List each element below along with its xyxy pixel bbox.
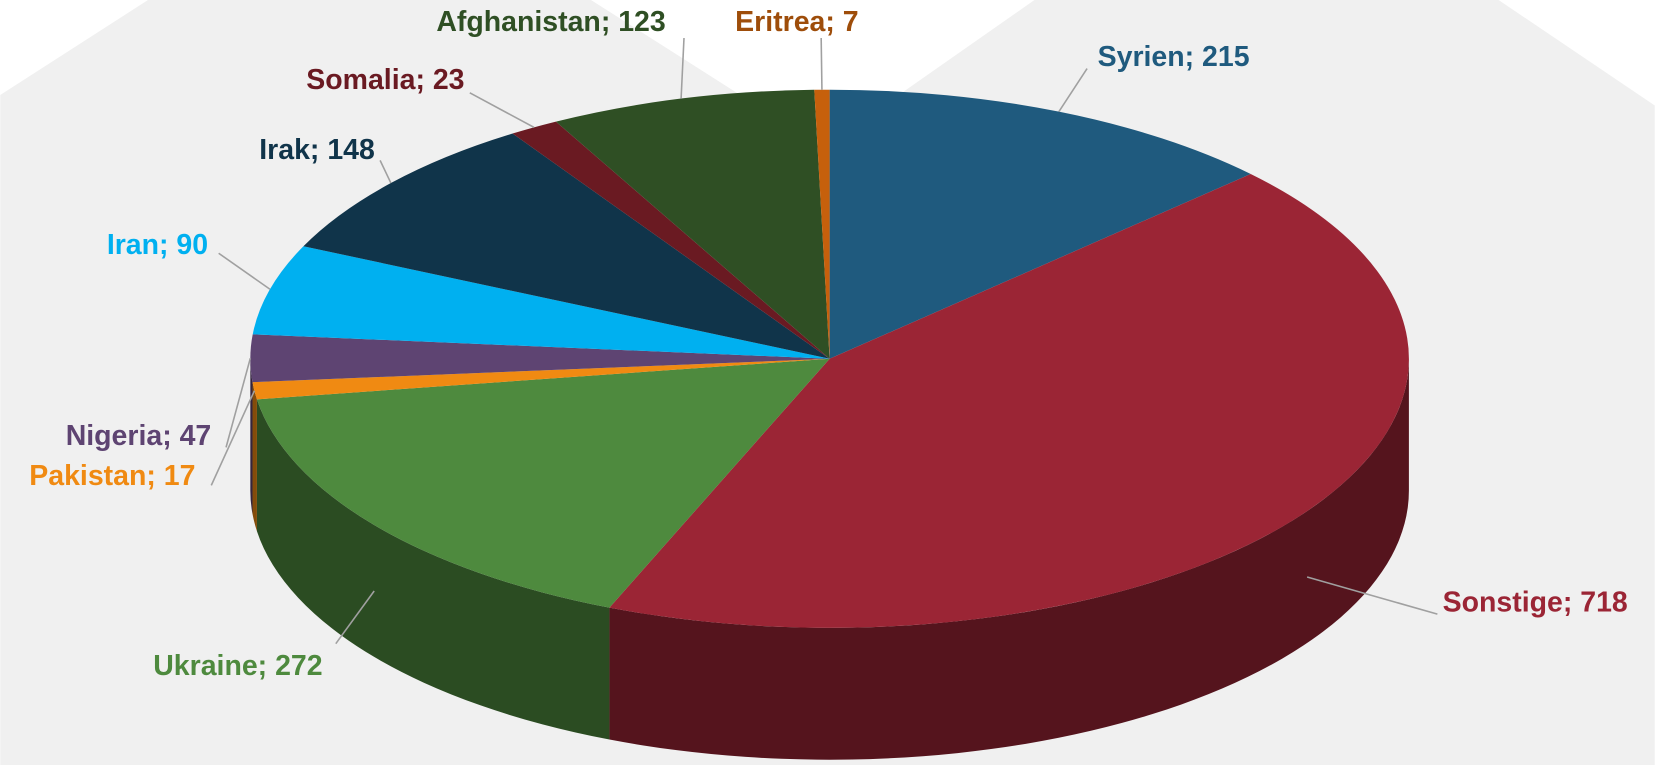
label-value: 215 (1202, 41, 1250, 73)
data-label: Nigeria; 47 (66, 419, 212, 451)
slice (252, 358, 830, 400)
label-name: Iran (107, 228, 159, 260)
label-separator: ; (159, 228, 176, 260)
label-separator: ; (310, 133, 327, 165)
leader-line (335, 590, 375, 645)
data-label: Afghanistan; 123 (436, 6, 665, 38)
leader-line (820, 37, 823, 90)
label-value: 17 (164, 459, 196, 491)
label-name: Sonstige (1443, 586, 1563, 618)
label-name: Somalia (306, 64, 416, 96)
label-value: 272 (275, 649, 322, 681)
label-separator: ; (146, 459, 163, 491)
leader-line (210, 390, 256, 486)
label-value: 123 (618, 6, 666, 38)
data-label: Sonstige; 718 (1443, 586, 1628, 618)
label-name: Irak (259, 133, 310, 165)
label-name: Afghanistan (436, 6, 600, 38)
label-separator: ; (1563, 586, 1580, 618)
slice-side (252, 382, 257, 532)
leader-line (469, 92, 535, 129)
leader-line (1058, 68, 1088, 113)
data-label: Syrien; 215 (1098, 41, 1250, 73)
leader-line (680, 37, 685, 99)
data-label: Iran; 90 (107, 228, 208, 260)
slice (250, 334, 830, 383)
data-label: Eritrea; 7 (735, 6, 858, 38)
label-value: 718 (1580, 586, 1628, 618)
slice (609, 173, 1409, 628)
leader-line (218, 252, 271, 290)
label-name: Syrien (1098, 41, 1185, 73)
leader-line (225, 358, 252, 448)
slice (814, 89, 830, 359)
leader-line (1306, 576, 1438, 615)
data-label: Somalia; 23 (306, 64, 464, 96)
label-value: 148 (327, 133, 374, 165)
leader-line (379, 160, 392, 184)
label-separator: ; (601, 6, 618, 38)
label-separator: ; (258, 649, 275, 681)
label-name: Nigeria (66, 419, 164, 451)
label-value: 47 (180, 419, 212, 451)
data-label: Pakistan; 17 (29, 459, 195, 491)
slice-side (609, 358, 1409, 760)
label-separator: ; (415, 64, 432, 96)
slice-side (256, 399, 610, 740)
label-value: 90 (176, 228, 208, 260)
slice (303, 133, 830, 359)
label-separator: ; (1185, 41, 1202, 73)
slice-side (250, 358, 253, 515)
data-label: Irak; 148 (259, 133, 375, 165)
slice (256, 358, 830, 608)
label-name: Eritrea (735, 6, 826, 38)
label-value: 7 (843, 6, 859, 38)
slice (512, 121, 830, 359)
label-separator: ; (162, 419, 179, 451)
slice (252, 246, 830, 359)
slice (829, 89, 1251, 359)
slice (555, 89, 830, 359)
label-value: 23 (433, 64, 465, 96)
data-label: Ukraine; 272 (153, 649, 322, 681)
label-name: Pakistan (29, 459, 146, 491)
label-name: Ukraine (153, 649, 257, 681)
label-separator: ; (825, 6, 842, 38)
